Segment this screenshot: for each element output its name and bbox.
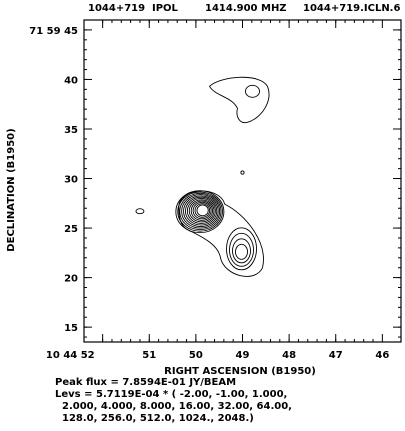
levs-line-3: 128.0, 256.0, 512.0, 1024., 2048.) bbox=[62, 413, 254, 424]
core-contour bbox=[196, 204, 209, 217]
x-tick-label: 48 bbox=[282, 350, 296, 361]
core-contour bbox=[179, 192, 222, 231]
jet-contour bbox=[235, 243, 248, 260]
y-axis-title: DECLINATION (B1950) bbox=[6, 128, 17, 251]
core-contour bbox=[192, 201, 212, 220]
source-name: 1044+719 bbox=[88, 3, 146, 14]
north-lobe-inner-contour bbox=[245, 84, 260, 98]
x-tick-label: 10 44 52 bbox=[46, 350, 95, 361]
y-tick-label: 30 bbox=[64, 175, 78, 186]
core-contour bbox=[181, 194, 221, 229]
y-tick-label: 20 bbox=[64, 274, 78, 285]
north-lobe-contour bbox=[208, 76, 270, 124]
x-tick-label: 47 bbox=[329, 350, 343, 361]
contour-lines bbox=[135, 76, 270, 277]
jet-contour bbox=[226, 227, 257, 271]
core-contour bbox=[194, 203, 211, 218]
x-tick-label: 46 bbox=[375, 350, 389, 361]
plot-header: 1044+719 IPOL 1414.900 MHZ 1044+719.ICLN… bbox=[0, 0, 405, 14]
core-contour bbox=[186, 198, 216, 224]
core-contour bbox=[183, 195, 219, 228]
y-tick-label: 35 bbox=[64, 125, 78, 136]
peak-flux-value: 7.8594E-01 bbox=[122, 377, 186, 388]
frequency-label: 1414.900 MHZ bbox=[205, 3, 287, 14]
core-contour bbox=[188, 199, 215, 223]
core-contour bbox=[190, 200, 213, 221]
x-tick-label: 51 bbox=[142, 350, 156, 361]
y-tick-label: 25 bbox=[64, 224, 78, 235]
y-tick-label: 15 bbox=[64, 323, 78, 334]
jet-contour bbox=[229, 232, 254, 267]
y-tick-label: 71 59 45 bbox=[29, 26, 78, 37]
jet-contour bbox=[232, 238, 251, 264]
axis-ticks bbox=[84, 20, 401, 342]
small-blob-contour bbox=[240, 170, 245, 175]
stokes-label: IPOL bbox=[152, 3, 178, 14]
axis-labels: 10 44 52 51 50 49 48 47 46 71 59 45 40 35 30 25 20 15 bbox=[29, 26, 389, 361]
y-tick-label: 40 bbox=[64, 75, 78, 86]
levs-scale: 5.7119E-04 * ( bbox=[95, 389, 177, 400]
core-contour bbox=[185, 196, 218, 226]
x-tick-label: 50 bbox=[189, 350, 203, 361]
levs-label: Levs = bbox=[55, 389, 93, 400]
peak-flux-label: Peak flux = bbox=[55, 377, 119, 388]
levs-line: Levs = 5.7119E-04 * ( -2.00, -1.00, 1.00… bbox=[55, 389, 287, 401]
levs-line-1: -2.00, -1.00, 1.000, bbox=[179, 389, 288, 400]
core-contour bbox=[177, 191, 223, 232]
file-name: 1044+719.ICLN.6 bbox=[303, 3, 401, 14]
jet-outer-contour bbox=[178, 190, 264, 277]
x-axis-title: RIGHT ASCENSION (B1950) bbox=[164, 366, 316, 377]
x-tick-label: 49 bbox=[236, 350, 250, 361]
peak-flux-unit: JY/BEAM bbox=[189, 377, 237, 388]
west-blob-contour bbox=[135, 208, 145, 215]
peak-flux-line: Peak flux = 7.8594E-01 JY/BEAM bbox=[55, 377, 236, 389]
plot-frame bbox=[83, 19, 402, 343]
levs-line-2: 2.000, 4.000, 8.000, 16.00, 32.00, 64.00… bbox=[62, 401, 292, 412]
